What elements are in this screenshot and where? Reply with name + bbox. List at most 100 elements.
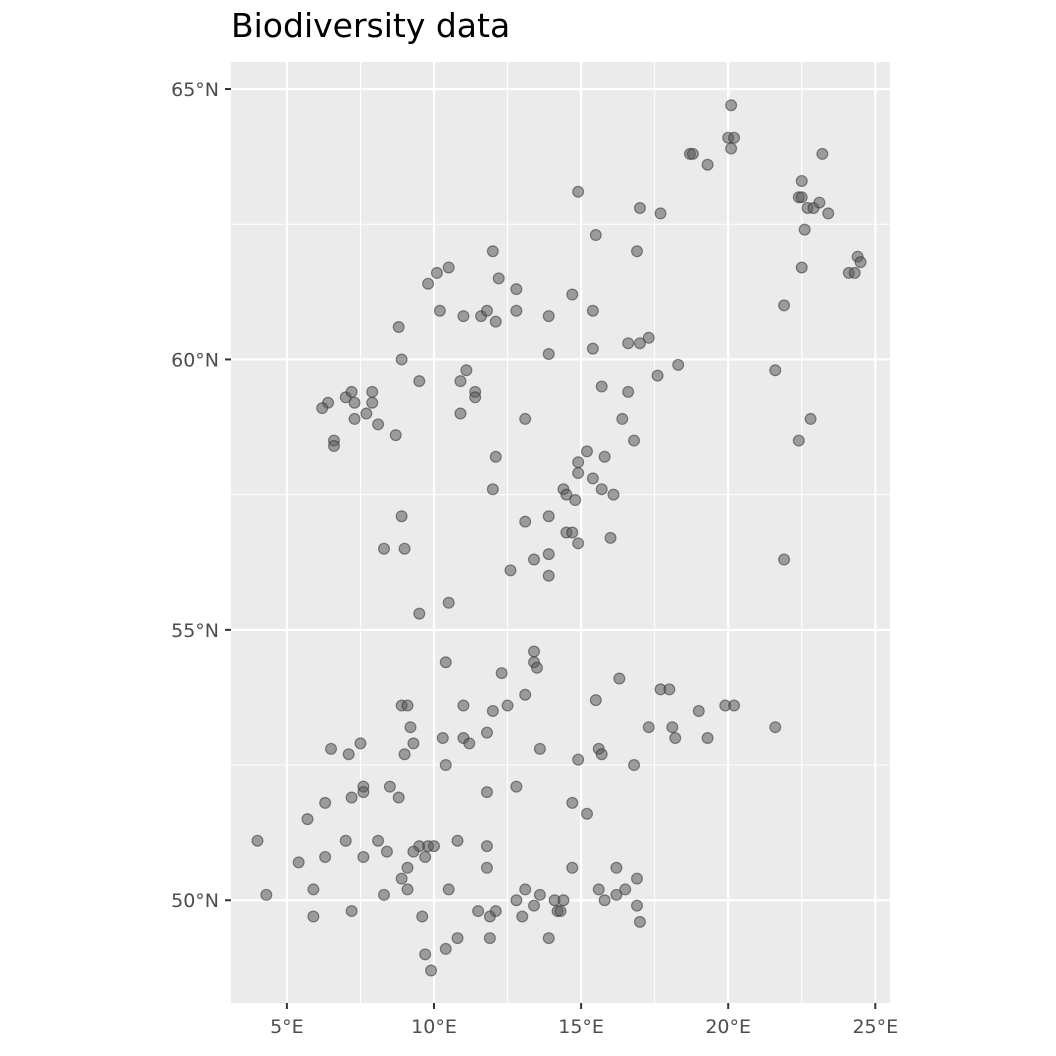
data-point bbox=[592, 883, 605, 896]
data-point bbox=[480, 304, 493, 317]
data-point bbox=[489, 450, 502, 463]
data-point bbox=[301, 813, 314, 826]
data-point bbox=[795, 174, 808, 187]
y-tick-label: 60°N bbox=[171, 349, 219, 371]
data-point bbox=[404, 721, 417, 734]
data-point bbox=[480, 726, 493, 739]
data-point bbox=[630, 899, 643, 912]
data-point bbox=[480, 786, 493, 799]
data-point bbox=[792, 434, 805, 447]
data-point bbox=[542, 569, 555, 582]
data-point bbox=[327, 439, 340, 452]
data-point bbox=[642, 331, 655, 344]
data-point bbox=[728, 131, 741, 144]
data-point bbox=[654, 207, 667, 220]
data-point bbox=[422, 277, 435, 290]
data-point bbox=[542, 932, 555, 945]
data-point bbox=[569, 494, 582, 507]
y-tick-label: 65°N bbox=[171, 79, 219, 101]
data-point bbox=[457, 310, 470, 323]
data-point bbox=[528, 645, 541, 658]
data-point bbox=[519, 883, 532, 896]
data-point bbox=[519, 412, 532, 425]
data-point bbox=[642, 721, 655, 734]
data-point bbox=[663, 683, 676, 696]
data-point bbox=[530, 661, 543, 674]
data-point bbox=[469, 391, 482, 404]
data-point bbox=[292, 856, 305, 869]
data-point bbox=[307, 910, 320, 923]
chart-title: Biodiversity data bbox=[231, 6, 511, 45]
data-point bbox=[848, 266, 861, 279]
data-point bbox=[854, 256, 867, 269]
data-point bbox=[651, 369, 664, 382]
data-point bbox=[486, 245, 499, 258]
data-point bbox=[395, 353, 408, 366]
data-point bbox=[669, 732, 682, 745]
data-point bbox=[728, 699, 741, 712]
data-point bbox=[572, 456, 585, 469]
data-point bbox=[560, 488, 573, 501]
data-point bbox=[451, 834, 464, 847]
data-point bbox=[345, 905, 358, 918]
data-point bbox=[701, 732, 714, 745]
data-point bbox=[598, 450, 611, 463]
data-point bbox=[598, 894, 611, 907]
data-point bbox=[566, 288, 579, 301]
data-point bbox=[822, 207, 835, 220]
data-point bbox=[457, 699, 470, 712]
data-point bbox=[769, 721, 782, 734]
data-point bbox=[554, 905, 567, 918]
y-tick-label: 50°N bbox=[171, 890, 219, 912]
data-point bbox=[433, 304, 446, 317]
data-point bbox=[486, 704, 499, 717]
data-point bbox=[354, 737, 367, 750]
data-point bbox=[542, 510, 555, 523]
data-point bbox=[398, 748, 411, 761]
data-point bbox=[572, 185, 585, 198]
data-point bbox=[398, 542, 411, 555]
data-point bbox=[419, 850, 432, 863]
data-point bbox=[666, 721, 679, 734]
data-point bbox=[480, 861, 493, 874]
data-point bbox=[672, 358, 685, 371]
data-point bbox=[430, 266, 443, 279]
data-point bbox=[572, 537, 585, 550]
data-point bbox=[595, 483, 608, 496]
data-point bbox=[366, 385, 379, 398]
data-point bbox=[778, 553, 791, 566]
data-point bbox=[580, 807, 593, 820]
data-point bbox=[419, 948, 432, 961]
data-point bbox=[628, 434, 641, 447]
data-point bbox=[319, 796, 332, 809]
data-point bbox=[542, 310, 555, 323]
data-point bbox=[813, 196, 826, 209]
data-point bbox=[604, 531, 617, 544]
data-point bbox=[580, 445, 593, 458]
data-point bbox=[510, 304, 523, 317]
data-point bbox=[442, 883, 455, 896]
data-point bbox=[392, 791, 405, 804]
data-point bbox=[519, 515, 532, 528]
data-point bbox=[566, 796, 579, 809]
data-point bbox=[616, 412, 629, 425]
data-point bbox=[348, 396, 361, 409]
data-point bbox=[769, 364, 782, 377]
data-point bbox=[572, 753, 585, 766]
data-point bbox=[610, 861, 623, 874]
data-point bbox=[439, 759, 452, 772]
data-point bbox=[377, 888, 390, 901]
data-points bbox=[251, 99, 867, 977]
data-point bbox=[377, 542, 390, 555]
data-point bbox=[480, 840, 493, 853]
data-point bbox=[595, 380, 608, 393]
data-point bbox=[392, 320, 405, 333]
data-point bbox=[622, 385, 635, 398]
data-point bbox=[725, 142, 738, 155]
data-point bbox=[251, 834, 264, 847]
data-point bbox=[416, 910, 429, 923]
data-point bbox=[510, 283, 523, 296]
data-point bbox=[566, 526, 579, 539]
data-point bbox=[516, 910, 529, 923]
